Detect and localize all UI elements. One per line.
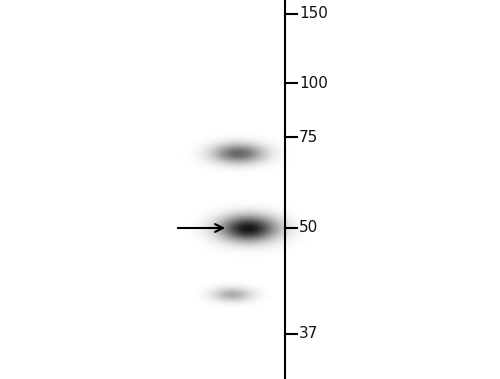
Text: 150: 150 bbox=[299, 6, 328, 22]
Text: 100: 100 bbox=[299, 75, 328, 91]
Text: 50: 50 bbox=[299, 221, 318, 235]
Text: 37: 37 bbox=[299, 326, 318, 341]
Text: 75: 75 bbox=[299, 130, 318, 144]
